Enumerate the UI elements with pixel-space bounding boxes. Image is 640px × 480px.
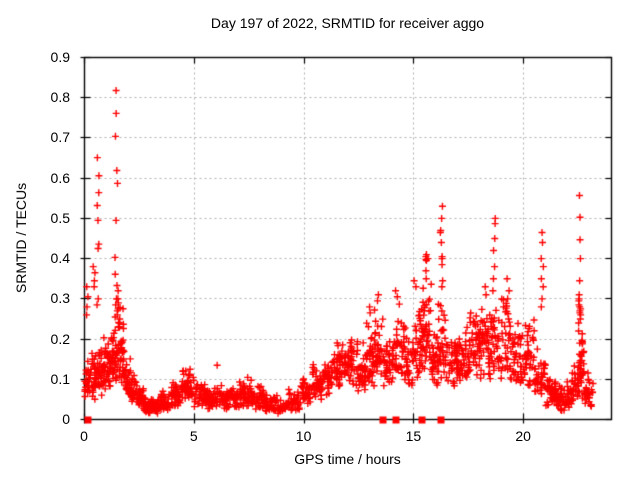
y-tick-label: 0 [62,411,70,427]
y-tick-label: 0.4 [50,250,70,267]
x-tick-label: 10 [295,428,312,444]
x-tick-label: 20 [515,428,531,444]
y-tick-label: 0.2 [50,330,70,347]
y-tick-label: 0.7 [50,129,70,146]
x-tick-label: 15 [405,428,422,444]
chart-title: Day 197 of 2022, SRMTID for receiver agg… [210,15,485,31]
y-tick-label: 0.8 [50,89,70,106]
y-axis-title: SRMTID / TECUs [13,182,29,294]
y-tick-label: 0.1 [50,370,70,387]
y-tick-label: 0.3 [50,290,70,307]
x-axis-title: GPS time / hours [294,451,401,467]
y-tick-label: 0.5 [50,209,70,226]
x-tick-label: 0 [80,428,88,444]
y-tick-label: 0.9 [50,49,70,65]
x-tick-label: 5 [189,428,198,444]
y-tick-label: 0.6 [50,169,70,186]
